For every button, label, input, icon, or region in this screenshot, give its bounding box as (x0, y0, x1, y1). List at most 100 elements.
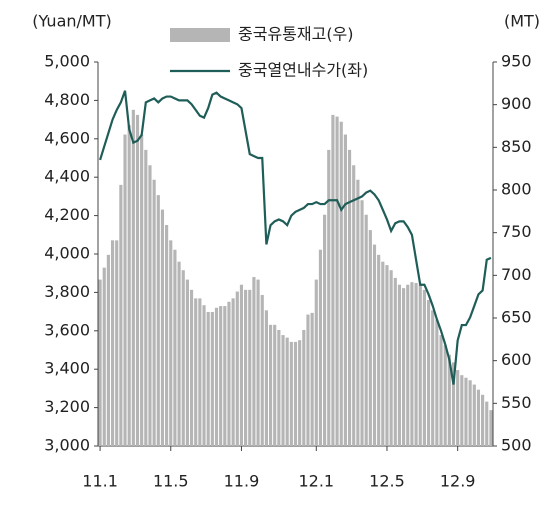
y-tick-label: 3,000 (44, 436, 90, 455)
y2-tick-label: 800 (501, 180, 532, 199)
bar (127, 125, 131, 446)
bar (285, 337, 289, 446)
y2-tick-label: 650 (501, 308, 532, 327)
bar (135, 114, 140, 446)
bar (418, 284, 422, 446)
bar (339, 121, 343, 446)
y2-tick-label: 850 (501, 137, 532, 156)
bar (306, 314, 310, 446)
bar (410, 282, 414, 446)
bar (223, 306, 227, 446)
bar (352, 165, 356, 446)
bar (472, 384, 476, 446)
y-tick-label: 4,800 (44, 90, 90, 109)
bar (381, 261, 385, 446)
bar (264, 310, 268, 446)
bar (148, 165, 152, 446)
bar (131, 109, 135, 446)
y2-tick-label: 750 (501, 222, 532, 241)
bar (169, 240, 173, 446)
bar (152, 179, 156, 446)
x-tick-label: 11.1 (82, 472, 118, 491)
y-tick-label: 3,400 (44, 359, 90, 378)
bar (485, 401, 489, 446)
bar (160, 209, 165, 446)
bar (456, 370, 460, 446)
bar (227, 301, 231, 446)
bar (426, 300, 431, 446)
bar (439, 335, 443, 446)
y2-tick-label: 900 (501, 94, 532, 113)
bar (156, 195, 160, 446)
bar (368, 230, 372, 446)
y2-axis-title: (MT) (504, 12, 540, 31)
legend-swatch (170, 28, 230, 42)
bar (177, 261, 181, 446)
bar (447, 354, 451, 446)
bar (165, 224, 169, 446)
bar (335, 116, 339, 446)
bar (98, 279, 102, 446)
bar (289, 341, 293, 446)
bar (389, 270, 393, 446)
bar (231, 298, 235, 446)
y-tick-label: 3,600 (44, 320, 90, 339)
bar (385, 265, 389, 446)
x-tick-label: 12.9 (440, 472, 476, 491)
y2-tick-label: 950 (501, 52, 532, 71)
bar (214, 307, 219, 446)
bar (235, 291, 239, 446)
x-tick-label: 11.9 (224, 472, 260, 491)
bar (451, 362, 456, 446)
bar (140, 134, 144, 447)
bar (323, 214, 327, 446)
y-tick-label: 4,400 (44, 167, 90, 186)
bar (185, 279, 189, 446)
bar (360, 200, 364, 446)
y-tick-label: 3,800 (44, 282, 90, 301)
bar (397, 284, 402, 446)
line (99, 90, 492, 385)
bar (318, 249, 323, 446)
bar (414, 283, 418, 446)
bar (372, 244, 377, 446)
bar (106, 254, 110, 446)
bar (302, 329, 306, 446)
bar (314, 279, 318, 446)
bar (347, 149, 352, 447)
bar (173, 249, 177, 446)
y-axis-title: (Yuan/MT) (32, 12, 111, 31)
y-tick-label: 4,000 (44, 244, 90, 263)
bar (252, 277, 256, 446)
bar (273, 324, 277, 446)
y2-tick-label: 600 (501, 350, 532, 369)
bar (189, 289, 194, 446)
bar (468, 380, 472, 446)
x-tick-label: 11.5 (153, 472, 189, 491)
bar (268, 324, 273, 446)
bar (115, 240, 119, 446)
bar (489, 410, 493, 446)
bar (298, 340, 302, 446)
x-tick-label: 12.5 (369, 472, 405, 491)
bar (144, 149, 148, 447)
bar (431, 310, 435, 446)
bar (119, 184, 123, 446)
bar (310, 312, 314, 446)
bar (194, 298, 198, 446)
y-tick-label: 4,600 (44, 128, 90, 147)
bar (402, 288, 406, 446)
bar (377, 254, 381, 446)
x-tick-label: 12.1 (298, 472, 334, 491)
bar (239, 284, 244, 446)
bar (343, 134, 347, 447)
bar (244, 289, 248, 446)
bar (464, 377, 468, 446)
bar (406, 284, 410, 446)
bar (210, 312, 214, 446)
bar (219, 306, 223, 446)
legend-label: 중국열연내수가(좌) (238, 61, 368, 80)
bar (435, 319, 439, 446)
